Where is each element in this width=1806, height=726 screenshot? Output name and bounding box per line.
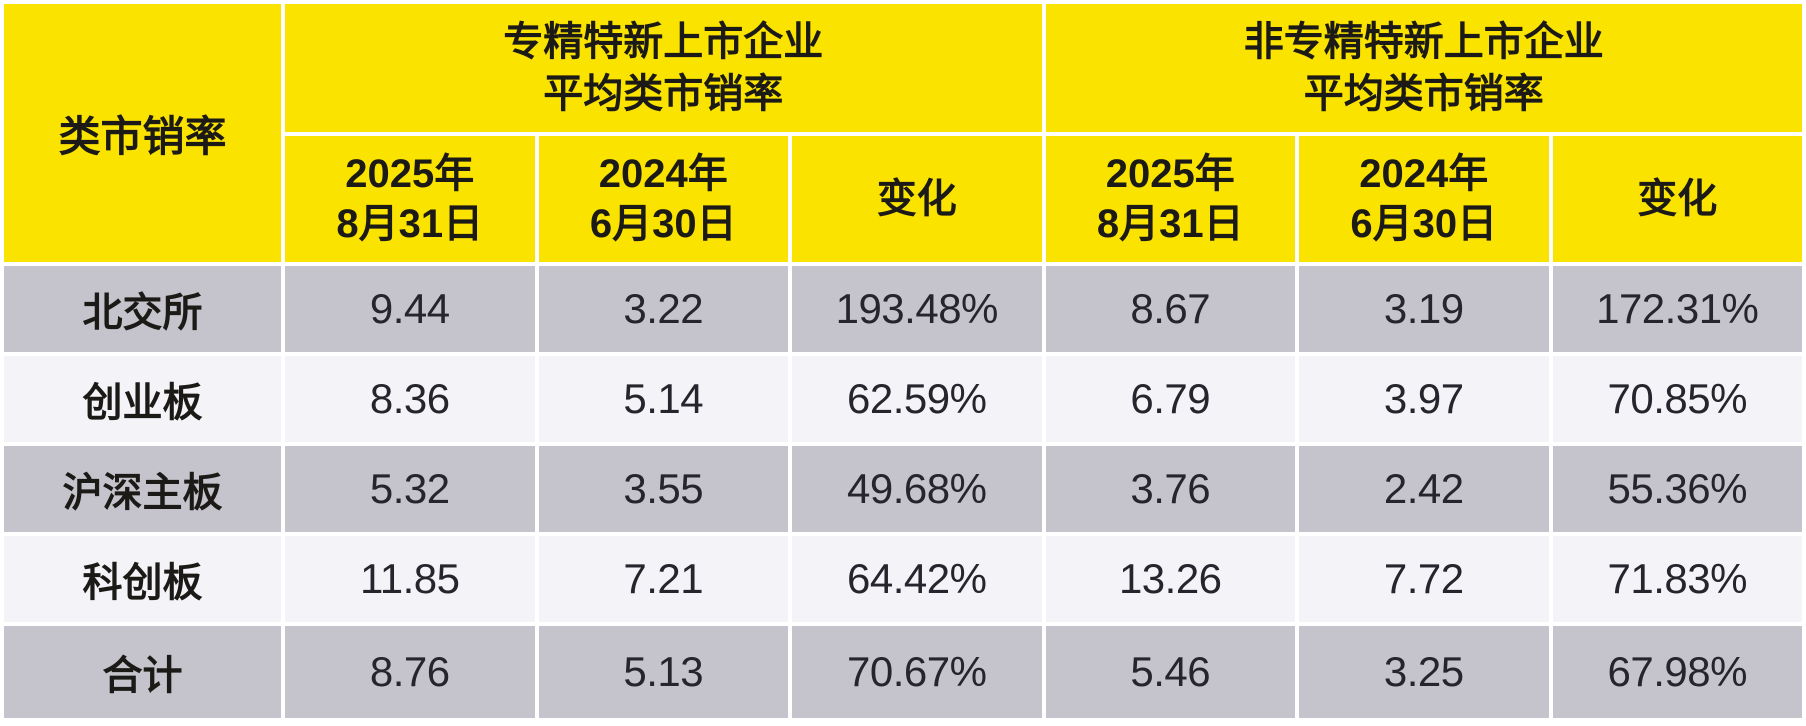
data-cell: 49.68% <box>792 446 1042 532</box>
col-header-line1: 变化 <box>1637 177 1718 221</box>
data-cell: 70.67% <box>792 626 1042 718</box>
data-cell: 8.76 <box>285 626 535 718</box>
data-cell: 7.72 <box>1299 536 1549 622</box>
row-label-main-board: 沪深主板 <box>4 446 281 532</box>
group-header-non-zjtx-line2: 平均类市销率 <box>1303 72 1544 116</box>
group-header-non-zjtx: 非专精特新上市企业 平均类市销率 <box>1045 4 1802 132</box>
col-header-line1: 2025年 <box>1105 152 1235 196</box>
data-cell: 3.97 <box>1299 356 1549 442</box>
data-cell: 9.44 <box>285 266 535 352</box>
group-header-zjtx-line1: 专精特新上市企业 <box>503 20 824 64</box>
data-cell: 5.14 <box>538 356 788 442</box>
col-header-line1: 变化 <box>876 177 957 221</box>
col-header-non-zjtx-change: 变化 <box>1552 136 1802 262</box>
col-header-line2: 8月31日 <box>336 202 484 246</box>
data-cell: 193.48% <box>792 266 1042 352</box>
data-cell: 3.19 <box>1299 266 1549 352</box>
col-header-line2: 6月30日 <box>589 202 737 246</box>
group-header-non-zjtx-line1: 非专精特新上市企业 <box>1243 20 1604 64</box>
data-cell: 13.26 <box>1045 536 1295 622</box>
col-header-zjtx-2024: 2024年 6月30日 <box>538 136 788 262</box>
data-cell: 71.83% <box>1552 536 1802 622</box>
data-cell: 5.46 <box>1045 626 1295 718</box>
data-cell: 5.32 <box>285 446 535 532</box>
col-header-line1: 2024年 <box>1359 152 1489 196</box>
row-label-bjse: 北交所 <box>4 266 281 352</box>
corner-header-label: 类市销率 <box>58 112 227 160</box>
col-header-line2: 8月31日 <box>1096 202 1244 246</box>
data-cell: 2.42 <box>1299 446 1549 532</box>
corner-header: 类市销率 <box>4 4 281 262</box>
group-header-zjtx-line2: 平均类市销率 <box>543 72 784 116</box>
col-header-line1: 2025年 <box>345 152 475 196</box>
data-cell: 6.79 <box>1045 356 1295 442</box>
col-header-line1: 2024年 <box>598 152 728 196</box>
data-cell: 8.67 <box>1045 266 1295 352</box>
col-header-zjtx-change: 变化 <box>792 136 1042 262</box>
data-cell: 62.59% <box>792 356 1042 442</box>
row-label-star-market: 科创板 <box>4 536 281 622</box>
group-header-zjtx: 专精特新上市企业 平均类市销率 <box>285 4 1042 132</box>
data-cell: 3.76 <box>1045 446 1295 532</box>
data-cell: 70.85% <box>1552 356 1802 442</box>
row-label-chinext: 创业板 <box>4 356 281 442</box>
data-cell: 11.85 <box>285 536 535 622</box>
data-cell: 3.22 <box>538 266 788 352</box>
col-header-non-zjtx-2025: 2025年 8月31日 <box>1045 136 1295 262</box>
data-cell: 3.55 <box>538 446 788 532</box>
data-cell: 172.31% <box>1552 266 1802 352</box>
data-cell: 67.98% <box>1552 626 1802 718</box>
row-label-total: 合计 <box>4 626 281 718</box>
col-header-non-zjtx-2024: 2024年 6月30日 <box>1299 136 1549 262</box>
data-cell: 5.13 <box>538 626 788 718</box>
data-cell: 55.36% <box>1552 446 1802 532</box>
data-cell: 8.36 <box>285 356 535 442</box>
data-cell: 64.42% <box>792 536 1042 622</box>
data-cell: 3.25 <box>1299 626 1549 718</box>
data-cell: 7.21 <box>538 536 788 622</box>
col-header-zjtx-2025: 2025年 8月31日 <box>285 136 535 262</box>
col-header-line2: 6月30日 <box>1350 202 1498 246</box>
